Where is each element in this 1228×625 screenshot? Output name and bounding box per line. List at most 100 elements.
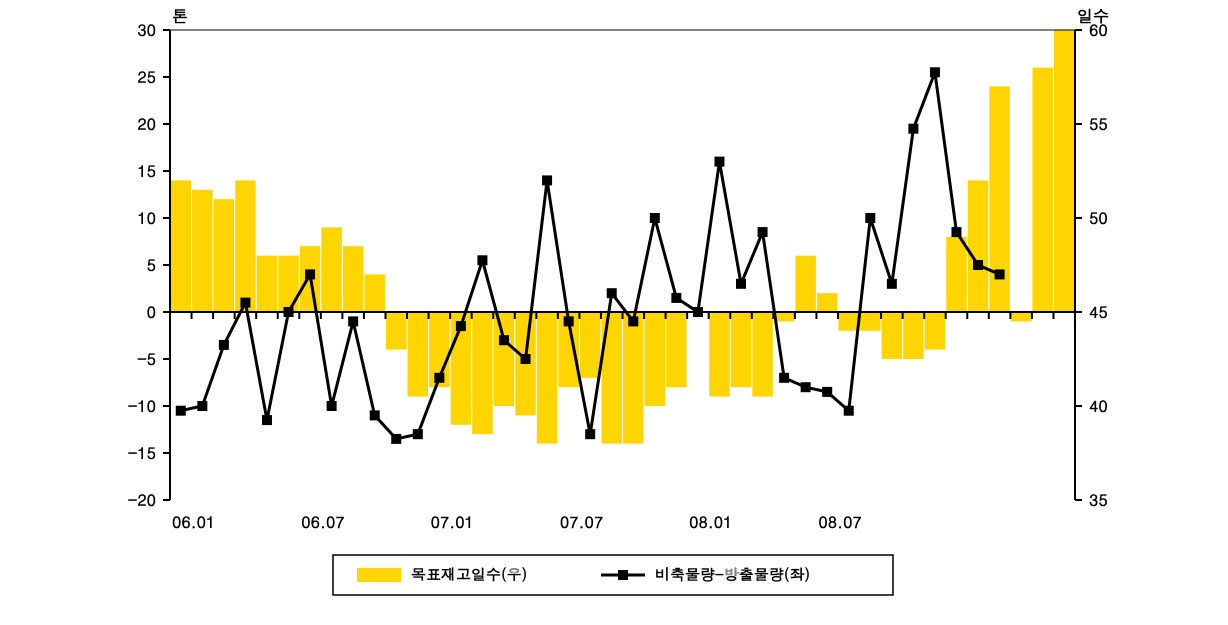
line-series-marker — [542, 175, 552, 185]
x-tick-label: 08.01 — [689, 510, 732, 533]
bar-target-days — [408, 312, 428, 397]
legend-swatch-bar — [357, 568, 401, 582]
bar-target-days — [472, 312, 492, 434]
legend-swatch-marker — [618, 570, 628, 580]
line-series-marker — [327, 401, 337, 411]
left-axis-title: 톤 — [172, 4, 188, 27]
bar-target-days — [580, 312, 600, 378]
bar-target-days — [709, 312, 729, 397]
line-series-marker — [822, 387, 832, 397]
legend-layer: 목표재고일수(우) 비축물량-방출물량(좌) — [333, 555, 893, 595]
right-tick-label: 50 — [1089, 206, 1108, 229]
line-series-marker — [779, 373, 789, 383]
line-series-marker — [736, 279, 746, 289]
line-series-marker — [240, 298, 250, 308]
line-series-marker — [370, 410, 380, 420]
line-series-marker — [585, 429, 595, 439]
line-series-marker — [456, 321, 466, 331]
bar-target-days — [795, 256, 815, 312]
line-series-marker — [607, 288, 617, 298]
right-tick-label: 45 — [1089, 300, 1108, 323]
bar-target-days — [321, 227, 341, 312]
bar-target-days — [1054, 30, 1074, 312]
bar-target-days — [192, 190, 212, 312]
bar-target-days — [257, 256, 277, 312]
line-series-marker — [284, 307, 294, 317]
line-series-marker — [434, 373, 444, 383]
line-series-marker — [758, 227, 768, 237]
bar-target-days — [364, 274, 384, 312]
bar-target-days — [839, 312, 859, 331]
line-series-marker — [951, 227, 961, 237]
legend-label-bar: 목표재고일수(우) — [411, 564, 527, 585]
line-series-marker — [391, 434, 401, 444]
x-tick-label: 06.01 — [172, 510, 215, 533]
line-series-marker — [628, 316, 638, 326]
bar-target-days — [882, 312, 902, 359]
line-series-marker — [693, 307, 703, 317]
line-series-marker — [908, 124, 918, 134]
bar-target-days — [968, 180, 988, 312]
bar-target-days — [235, 180, 255, 312]
left-tick-label: 0 — [147, 300, 156, 323]
line-series-marker — [887, 279, 897, 289]
line-series-marker — [176, 406, 186, 416]
left-tick-label: -20 — [128, 488, 156, 511]
bar-target-days — [925, 312, 945, 350]
line-series-marker — [995, 269, 1005, 279]
right-axis-title: 일수 — [1077, 4, 1109, 27]
legend-label-line: 비축물량-방출물량(좌) — [655, 564, 810, 585]
line-series-marker — [413, 429, 423, 439]
line-series-marker — [865, 213, 875, 223]
line-series-marker — [262, 415, 272, 425]
line-series-marker — [348, 316, 358, 326]
x-tick-label: 07.01 — [431, 510, 474, 533]
x-tick-label: 06.07 — [301, 510, 344, 533]
right-tick-label: 55 — [1089, 112, 1108, 135]
left-tick-label: -15 — [128, 441, 156, 464]
line-series-marker — [714, 157, 724, 167]
line-series-marker — [801, 382, 811, 392]
line-series-marker — [564, 316, 574, 326]
bar-target-days — [645, 312, 665, 406]
bar-target-days — [214, 199, 234, 312]
right-tick-label: 40 — [1089, 394, 1108, 417]
line-series-marker — [477, 255, 487, 265]
bar-target-days — [278, 256, 298, 312]
line-series-marker — [521, 354, 531, 364]
dual-axis-chart: -20-15-10-505101520253035404550556006.01… — [0, 0, 1228, 625]
line-series-marker — [930, 67, 940, 77]
line-series-marker — [197, 401, 207, 411]
bar-target-days — [860, 312, 880, 331]
bar-target-days — [623, 312, 643, 444]
left-tick-label: 10 — [137, 206, 156, 229]
bar-target-days — [343, 246, 363, 312]
bar-target-days — [1032, 68, 1052, 312]
line-series-marker — [219, 340, 229, 350]
bar-target-days — [494, 312, 514, 406]
bar-target-days — [752, 312, 772, 397]
chart-container: -20-15-10-505101520253035404550556006.01… — [0, 0, 1228, 625]
left-tick-label: 20 — [137, 112, 156, 135]
right-tick-label: 35 — [1089, 488, 1108, 511]
bar-target-days — [731, 312, 751, 387]
left-tick-label: -5 — [137, 347, 156, 370]
x-tick-label: 08.07 — [818, 510, 861, 533]
x-tick-label: 07.07 — [560, 510, 603, 533]
bar-target-days — [666, 312, 686, 387]
left-tick-label: 5 — [147, 253, 156, 276]
bar-target-days — [386, 312, 406, 350]
left-tick-label: -10 — [128, 394, 156, 417]
bar-target-days — [946, 237, 966, 312]
bar-target-days — [537, 312, 557, 444]
left-tick-label: 30 — [137, 18, 156, 41]
bar-target-days — [1011, 312, 1031, 321]
left-tick-label: 25 — [137, 65, 156, 88]
bar-target-days — [903, 312, 923, 359]
bar-target-days — [817, 293, 837, 312]
line-series-marker — [844, 406, 854, 416]
line-series-marker — [671, 293, 681, 303]
bar-target-days — [171, 180, 191, 312]
line-series-marker — [650, 213, 660, 223]
line-series-marker — [305, 269, 315, 279]
